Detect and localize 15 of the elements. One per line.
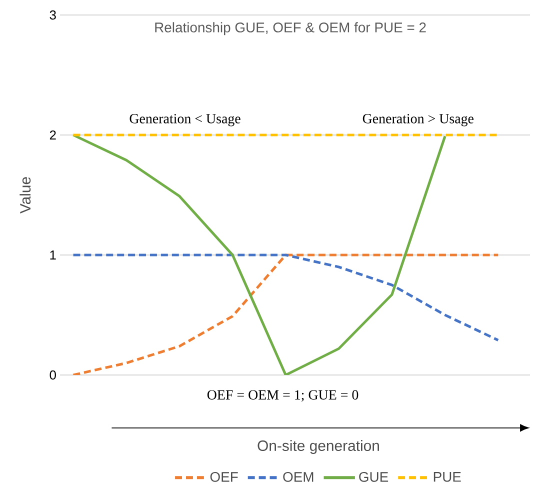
text: OEF = OEM = 1; GUE = 0 <box>207 390 358 402</box>
chart-title: Relationship GUE, OEF & OEM for PUE = 2 <box>155 22 426 36</box>
y-tick-label: 3 <box>50 10 56 20</box>
annotation: Generation < Usage <box>130 114 240 126</box>
legend-label: OEF <box>210 472 238 482</box>
annotation: Generation > Usage <box>362 114 474 126</box>
legend-label: OEM <box>283 472 314 482</box>
legend-label: GUE <box>359 472 388 482</box>
y-tick-label: 2 <box>50 130 56 140</box>
y-axis-title: Value <box>20 177 31 214</box>
y-tick-label: 1 <box>50 250 56 260</box>
legend-label: PUE <box>434 472 461 482</box>
line-series <box>72 134 446 375</box>
x-axis-title: On-site generation <box>258 440 379 454</box>
y-tick-label: 0 <box>50 370 56 380</box>
